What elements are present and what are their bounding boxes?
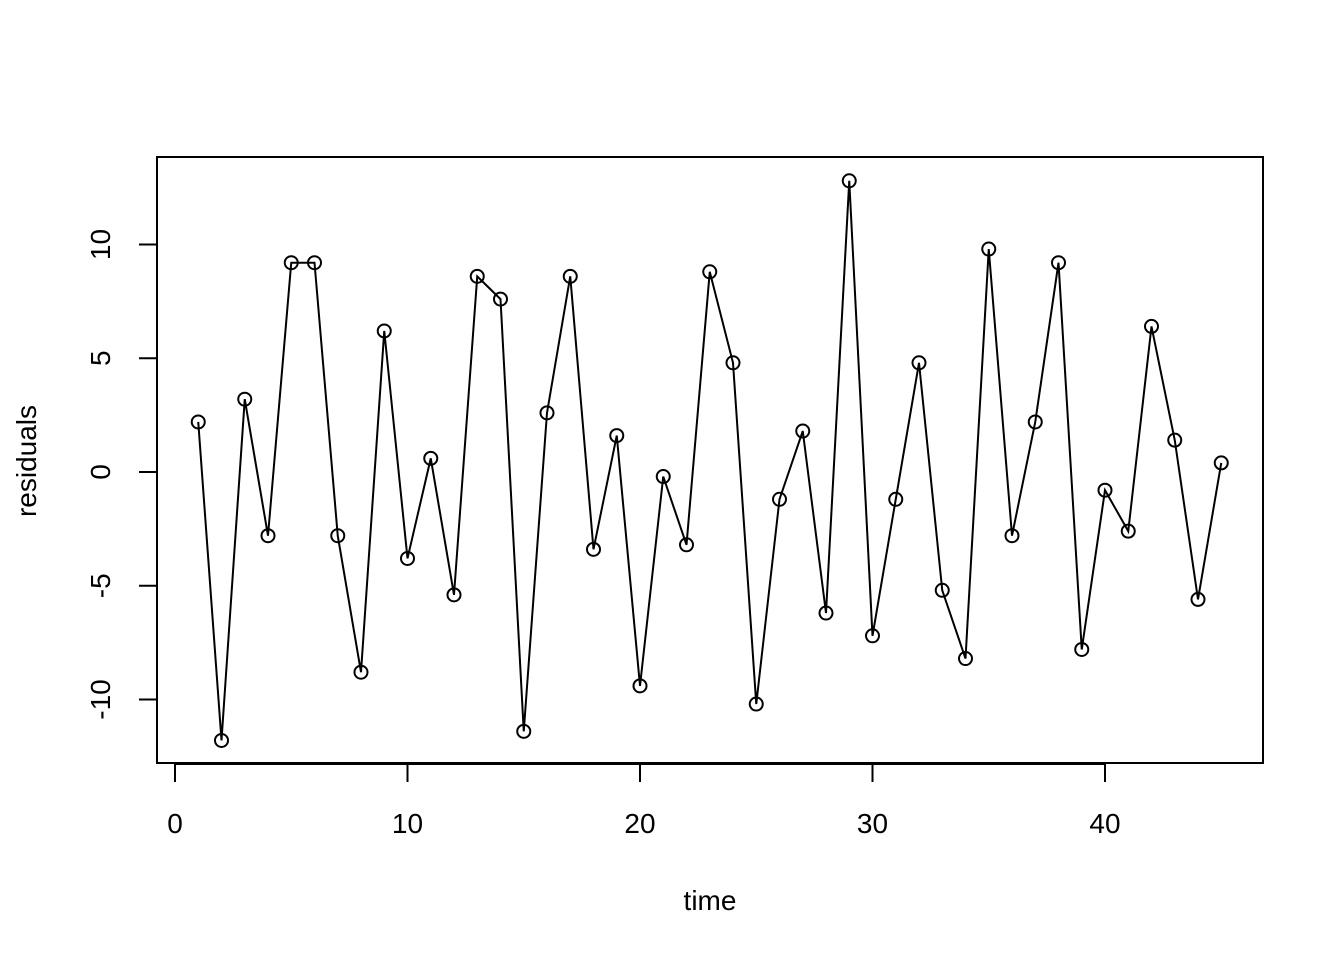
data-point [1051, 255, 1066, 271]
data-point [237, 391, 253, 407]
data-point [1120, 523, 1136, 539]
data-point [190, 414, 206, 430]
data-point [1213, 455, 1229, 471]
data-point [1027, 414, 1043, 430]
data-point [772, 491, 787, 507]
data-point [1074, 641, 1090, 657]
data-point [679, 537, 694, 553]
data-point [818, 605, 834, 621]
x-tick-label: 20 [624, 808, 655, 839]
y-tick-label: 10 [85, 229, 116, 260]
data-point [260, 528, 276, 544]
x-axis-title: time [684, 885, 737, 916]
data-point [539, 405, 555, 421]
data-point [586, 541, 601, 557]
x-tick-label: 0 [167, 808, 183, 839]
data-point [493, 291, 508, 307]
data-point [1167, 432, 1183, 448]
data-point [446, 587, 462, 603]
data-point [307, 255, 322, 271]
data-point [1097, 482, 1113, 498]
x-tick-label: 30 [857, 808, 888, 839]
data-point [562, 268, 578, 284]
x-axis: 0 10 20 30 40 [167, 763, 1121, 839]
data-point [283, 255, 299, 271]
data-point [609, 428, 625, 444]
data-point [865, 628, 880, 644]
y-axis-title: residuals [11, 405, 42, 517]
y-tick-label: -10 [85, 679, 116, 719]
data-point [958, 651, 973, 667]
data-point [841, 173, 857, 189]
data-point [400, 550, 415, 566]
plot-frame [156, 156, 1264, 764]
y-tick-label: 5 [85, 350, 116, 366]
series-line [197, 180, 1223, 741]
data-point [725, 355, 741, 371]
data-point [353, 664, 369, 680]
data-point [330, 528, 346, 544]
x-tick-label: 10 [392, 808, 423, 839]
data-point [376, 323, 392, 339]
data-point [911, 355, 927, 371]
data-point [423, 450, 439, 466]
data-point [934, 582, 950, 598]
y-axis: -10 -5 0 5 10 [85, 229, 158, 720]
data-point [1004, 528, 1020, 544]
data-point [702, 264, 718, 280]
data-point [748, 696, 764, 712]
data-point [655, 469, 671, 485]
data-point [214, 732, 229, 748]
y-tick-label: -5 [85, 573, 116, 598]
data-point [888, 491, 904, 507]
data-point [632, 678, 648, 694]
data-point [1144, 318, 1159, 334]
data-point [795, 423, 811, 439]
data-point [469, 268, 485, 284]
data-point [1190, 591, 1206, 607]
data-point [981, 241, 997, 257]
series-points [190, 173, 1229, 748]
x-tick-label: 40 [1089, 808, 1120, 839]
data-point [516, 723, 532, 739]
y-tick-label: 0 [85, 464, 116, 480]
